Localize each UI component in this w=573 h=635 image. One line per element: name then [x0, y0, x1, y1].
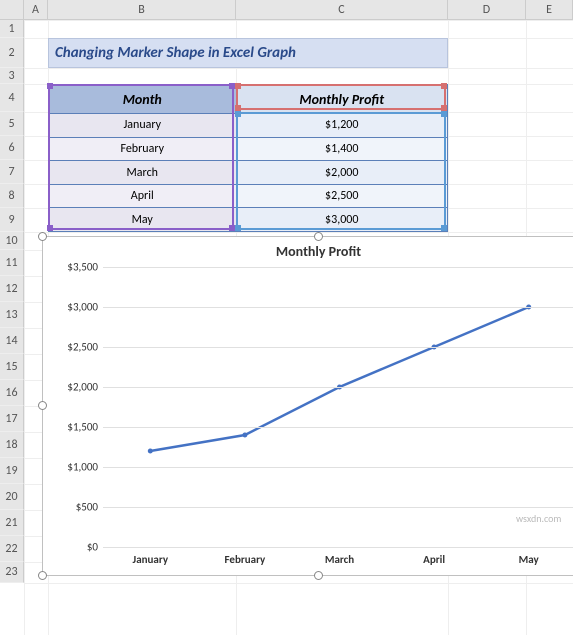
- row-header-7[interactable]: 7: [0, 160, 24, 184]
- y-axis-label: $3,000: [48, 301, 98, 314]
- table-cell-month[interactable]: January: [49, 114, 237, 138]
- title-text: Changing Marker Shape in Excel Graph: [55, 44, 296, 62]
- row-header-9[interactable]: 9: [0, 208, 24, 232]
- data-table: MonthMonthly ProfitJanuary$1,200February…: [48, 84, 448, 232]
- row-header-19[interactable]: 19: [0, 458, 24, 484]
- row-header-18[interactable]: 18: [0, 432, 24, 458]
- chart-resize-handle[interactable]: [38, 401, 47, 410]
- row-header-5[interactable]: 5: [0, 112, 24, 136]
- y-axis-label: $500: [48, 501, 98, 514]
- row-header-6[interactable]: 6: [0, 136, 24, 160]
- chart-resize-handle[interactable]: [314, 571, 323, 580]
- table-cell-month[interactable]: April: [49, 184, 237, 208]
- row-header-14[interactable]: 14: [0, 328, 24, 354]
- row-header-23[interactable]: 23: [0, 562, 24, 583]
- table-cell-profit[interactable]: $1,400: [236, 137, 447, 161]
- y-axis-label: $3,500: [48, 261, 98, 274]
- chart-resize-handle[interactable]: [314, 232, 323, 241]
- row-header-17[interactable]: 17: [0, 406, 24, 432]
- x-axis-label: February: [225, 553, 266, 566]
- row-header-16[interactable]: 16: [0, 380, 24, 406]
- column-header-D[interactable]: D: [448, 0, 526, 19]
- chart-resize-handle[interactable]: [38, 571, 47, 580]
- table-cell-profit[interactable]: $2,000: [236, 161, 447, 185]
- row-header-13[interactable]: 13: [0, 302, 24, 328]
- column-headers: ABCDE: [0, 0, 573, 20]
- x-axis-label: March: [325, 553, 354, 566]
- chart-title: Monthly Profit: [43, 237, 573, 262]
- row-header-4[interactable]: 4: [0, 84, 24, 112]
- chart-svg: [103, 267, 573, 547]
- row-header-15[interactable]: 15: [0, 354, 24, 380]
- y-axis-label: $0: [48, 541, 98, 554]
- watermark: wsxdn.com: [516, 512, 561, 525]
- title-banner: Changing Marker Shape in Excel Graph: [48, 38, 448, 68]
- y-axis-label: $2,000: [48, 381, 98, 394]
- column-header-E[interactable]: E: [526, 0, 573, 19]
- row-header-21[interactable]: 21: [0, 510, 24, 536]
- row-header-22[interactable]: 22: [0, 536, 24, 562]
- chart-marker[interactable]: [242, 433, 247, 438]
- table-cell-month[interactable]: March: [49, 161, 237, 185]
- x-axis-label: April: [423, 553, 445, 566]
- x-axis-label: May: [519, 553, 539, 566]
- row-header-11[interactable]: 11: [0, 250, 24, 276]
- table-header-profit[interactable]: Monthly Profit: [236, 85, 447, 114]
- cells-area[interactable]: Changing Marker Shape in Excel Graph Mon…: [24, 20, 573, 635]
- row-header-3[interactable]: 3: [0, 68, 24, 84]
- column-header-A[interactable]: A: [24, 0, 48, 19]
- table-header-month[interactable]: Month: [49, 85, 237, 114]
- x-axis-label: January: [133, 553, 168, 566]
- table-cell-profit[interactable]: $3,000: [236, 208, 447, 232]
- column-header-C[interactable]: C: [236, 0, 448, 19]
- row-headers: 1234567891011121314151617181920212223: [0, 20, 24, 583]
- plot-area: $0$500$1,000$1,500$2,000$2,500$3,000$3,5…: [103, 267, 573, 547]
- row-header-12[interactable]: 12: [0, 276, 24, 302]
- row-header-8[interactable]: 8: [0, 184, 24, 208]
- spreadsheet-grid: ABCDE 1234567891011121314151617181920212…: [0, 0, 573, 635]
- chart-container[interactable]: Monthly Profit $0$500$1,000$1,500$2,000$…: [42, 236, 573, 576]
- column-header-B[interactable]: B: [48, 0, 236, 19]
- table-cell-month[interactable]: February: [49, 137, 237, 161]
- y-axis-label: $1,500: [48, 421, 98, 434]
- row-header-20[interactable]: 20: [0, 484, 24, 510]
- select-all-corner[interactable]: [0, 0, 24, 19]
- y-axis-label: $1,000: [48, 461, 98, 474]
- chart-line-series[interactable]: [150, 307, 528, 451]
- row-header-2[interactable]: 2: [0, 38, 24, 68]
- table-cell-profit[interactable]: $1,200: [236, 114, 447, 138]
- table-cell-month[interactable]: May: [49, 208, 237, 232]
- chart-resize-handle[interactable]: [38, 232, 47, 241]
- row-header-1[interactable]: 1: [0, 20, 24, 38]
- chart-marker[interactable]: [148, 449, 153, 454]
- row-header-10[interactable]: 10: [0, 232, 24, 250]
- table-cell-profit[interactable]: $2,500: [236, 184, 447, 208]
- y-axis-label: $2,500: [48, 341, 98, 354]
